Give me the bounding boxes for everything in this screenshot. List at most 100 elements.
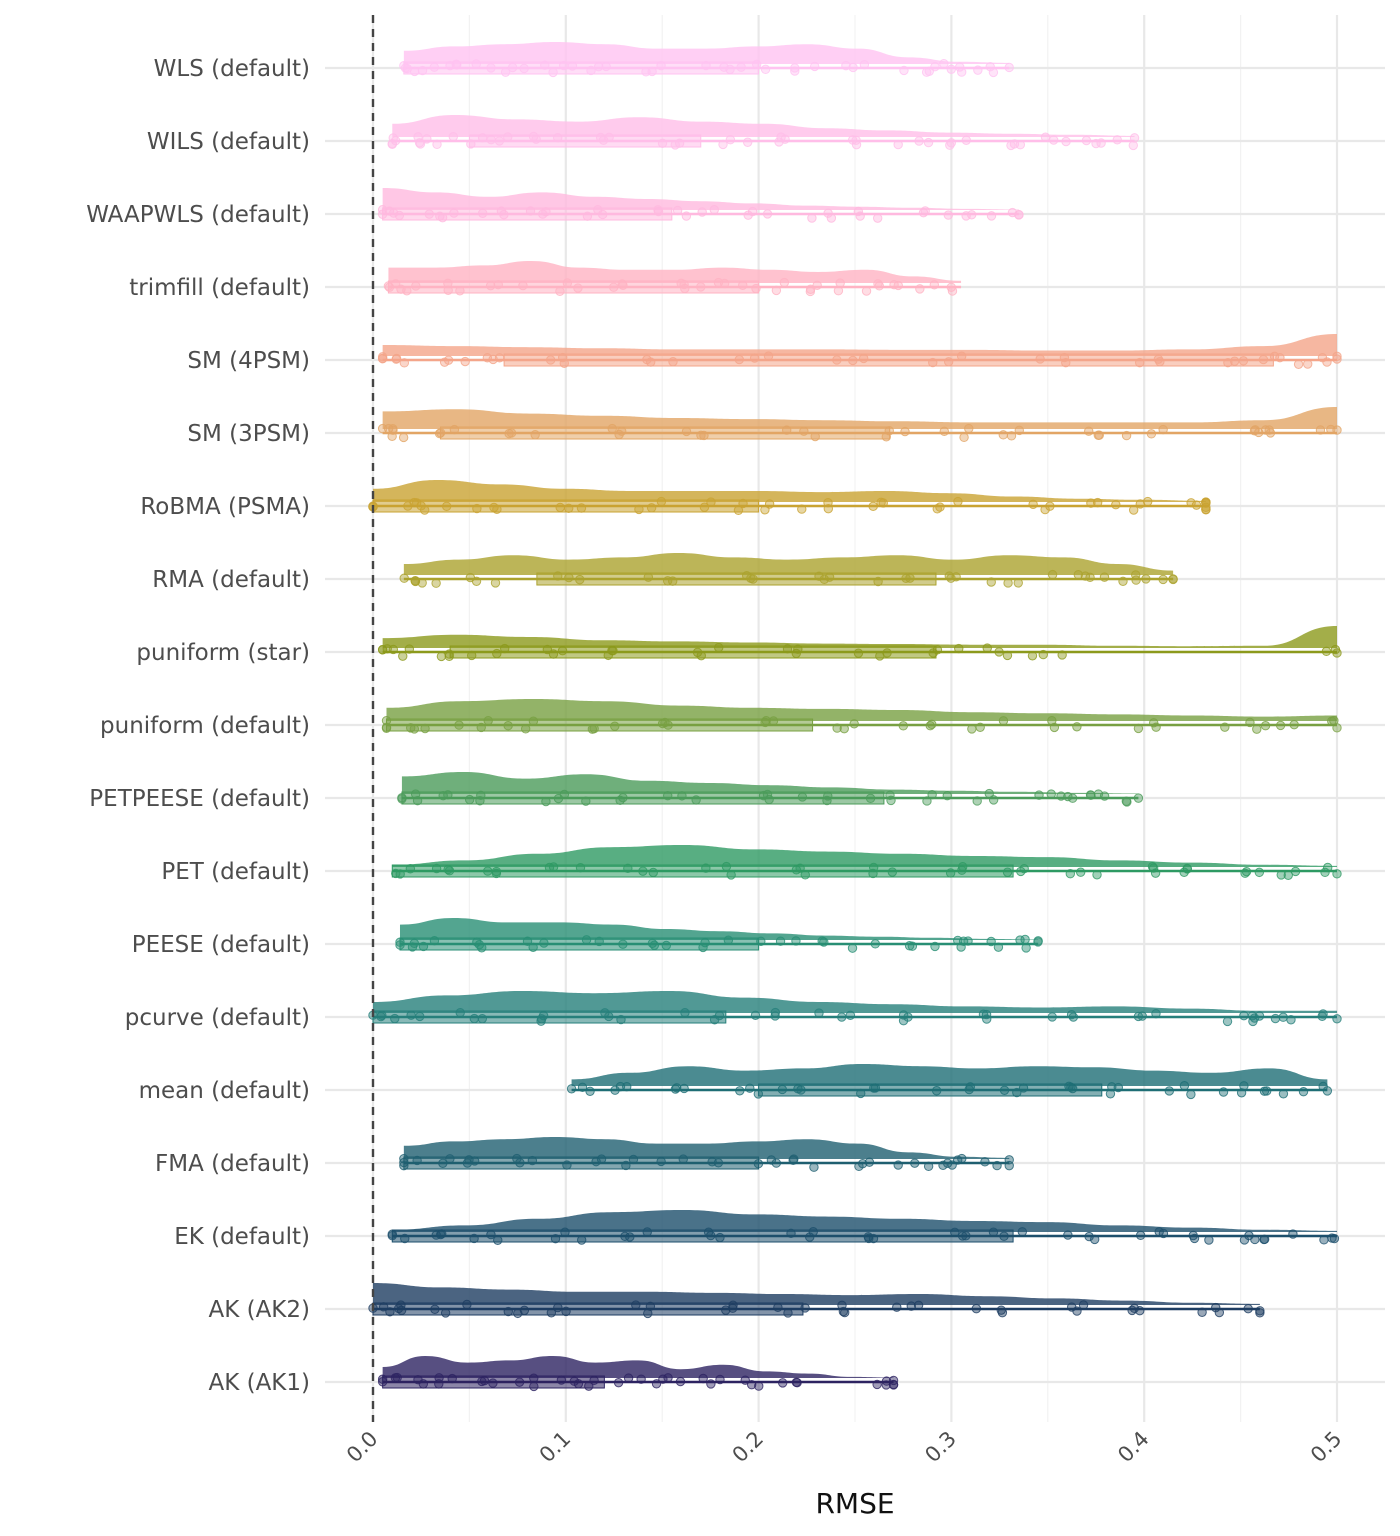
data-point	[965, 1082, 975, 1092]
data-point	[1135, 1305, 1145, 1316]
y-axis-label: PET (default)	[161, 859, 310, 885]
data-point	[388, 133, 398, 143]
data-point	[546, 1308, 557, 1318]
data-point	[714, 642, 724, 653]
data-point	[540, 60, 550, 70]
data-point	[679, 1083, 689, 1094]
data-point	[413, 1375, 423, 1385]
data-point	[438, 1158, 448, 1169]
data-point	[790, 63, 800, 73]
data-point	[445, 60, 455, 71]
data-point	[658, 1374, 668, 1384]
x-tick-label: 0.3	[920, 1427, 961, 1468]
data-point	[400, 63, 411, 73]
data-point	[377, 1374, 388, 1384]
density-cloud	[392, 845, 1337, 867]
data-point	[823, 504, 834, 514]
data-point	[378, 1302, 389, 1312]
data-point	[858, 353, 869, 364]
density-cloud	[382, 626, 1337, 648]
data-point	[868, 868, 878, 879]
data-point	[942, 790, 952, 801]
data-point	[1135, 357, 1145, 368]
data-point	[872, 213, 883, 223]
data-point	[410, 576, 421, 586]
data-point	[697, 207, 707, 217]
data-point	[492, 648, 502, 659]
data-point	[1081, 135, 1092, 146]
data-point	[859, 59, 870, 70]
data-point	[986, 211, 997, 221]
data-point	[961, 211, 971, 221]
data-point	[738, 498, 748, 509]
data-point	[922, 796, 932, 806]
data-point	[405, 864, 416, 874]
data-point	[1319, 1235, 1329, 1245]
category-17	[368, 1283, 1265, 1319]
data-point	[409, 724, 420, 734]
density-cloud	[571, 1064, 1328, 1086]
data-point	[556, 1375, 567, 1385]
data-point	[963, 936, 973, 946]
data-point	[800, 1303, 810, 1313]
data-point	[395, 869, 405, 879]
data-point	[1113, 1082, 1123, 1093]
data-point	[779, 277, 790, 288]
data-point	[410, 789, 421, 799]
data-point	[893, 280, 903, 291]
data-point	[530, 430, 540, 440]
data-point	[721, 1305, 731, 1315]
data-point	[1046, 789, 1056, 799]
category-10	[397, 772, 1144, 807]
data-point	[956, 67, 967, 77]
data-point	[839, 723, 849, 734]
data-point	[638, 866, 648, 876]
data-point	[872, 1379, 882, 1390]
data-point	[512, 1153, 522, 1164]
data-point	[1021, 943, 1031, 953]
data-point	[573, 1379, 584, 1389]
data-point	[1004, 62, 1014, 73]
data-point	[443, 864, 453, 875]
data-point	[1289, 719, 1299, 730]
data-point	[753, 1089, 763, 1099]
data-point	[799, 426, 809, 436]
data-point	[981, 1009, 992, 1020]
data-point	[1133, 793, 1144, 803]
data-point	[466, 139, 476, 149]
data-point	[539, 938, 549, 948]
data-point	[904, 941, 915, 951]
data-point	[854, 1161, 864, 1172]
data-point	[394, 210, 405, 221]
data-point	[1086, 498, 1096, 508]
data-point	[719, 278, 730, 289]
data-point	[1061, 136, 1071, 147]
data-point	[435, 211, 445, 221]
data-point	[1078, 1300, 1089, 1310]
data-point	[1329, 1233, 1340, 1244]
data-point	[431, 1230, 441, 1240]
data-point	[581, 796, 591, 806]
y-axis-label: SM (4PSM)	[187, 348, 310, 374]
data-point	[1092, 497, 1103, 508]
data-point	[832, 355, 842, 365]
data-point	[943, 357, 954, 367]
data-point	[513, 1308, 523, 1319]
data-point	[986, 577, 996, 587]
data-point	[548, 67, 558, 78]
data-point	[868, 501, 878, 512]
data-point	[668, 357, 678, 367]
data-point	[1056, 791, 1066, 801]
data-point	[950, 1227, 960, 1238]
data-point	[763, 351, 774, 361]
data-point	[952, 1155, 963, 1165]
data-point	[603, 650, 613, 661]
data-point	[819, 937, 829, 947]
data-point	[519, 63, 529, 74]
data-point	[1239, 1235, 1250, 1245]
data-point	[399, 1153, 409, 1164]
box	[391, 1229, 1014, 1243]
data-point	[1252, 724, 1262, 734]
data-point	[1141, 574, 1151, 584]
y-axis-label: puniform (default)	[100, 713, 310, 739]
